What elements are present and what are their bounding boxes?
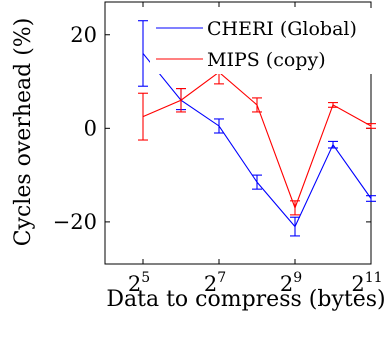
y-tick-label: −20 <box>53 210 97 234</box>
error-bar <box>138 20 148 87</box>
error-bar <box>328 102 338 108</box>
y-tick-label: 20 <box>70 23 97 47</box>
legend-box <box>150 8 372 74</box>
y-tick-label: 0 <box>84 116 97 140</box>
error-bar <box>138 92 148 141</box>
error-bar <box>366 195 376 202</box>
error-bar <box>252 97 262 113</box>
legend-label: CHERI (Global) <box>207 18 357 40</box>
error-bar <box>290 216 300 237</box>
x-axis-label: Data to compress (bytes) <box>106 287 385 312</box>
y-axis-label: Cycles overhead (%) <box>11 18 36 247</box>
error-bar <box>214 118 224 134</box>
legend: CHERI (Global) MIPS (copy) <box>150 8 372 74</box>
error-bar <box>290 200 300 216</box>
series-mips-copy <box>138 59 376 216</box>
plot-area-border <box>104 1 372 265</box>
error-bar <box>176 88 186 113</box>
error-bar <box>328 140 338 149</box>
series-line <box>142 53 372 228</box>
plot-frame <box>104 1 372 265</box>
series-group <box>138 20 376 237</box>
legend-item: MIPS (copy) <box>156 49 326 71</box>
legend-item: CHERI (Global) <box>156 18 357 40</box>
error-bar <box>366 123 376 129</box>
error-bar <box>252 174 262 190</box>
legend-label: MIPS (copy) <box>207 49 326 71</box>
